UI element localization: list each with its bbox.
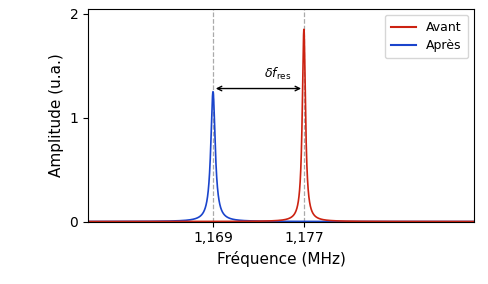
X-axis label: Fréquence (MHz): Fréquence (MHz) xyxy=(216,251,345,267)
Y-axis label: Amplitude (u.a.): Amplitude (u.a.) xyxy=(49,53,64,177)
Legend: Avant, Après: Avant, Après xyxy=(384,15,467,58)
Text: $\delta f_{\mathregular{res}}$: $\delta f_{\mathregular{res}}$ xyxy=(264,66,291,82)
